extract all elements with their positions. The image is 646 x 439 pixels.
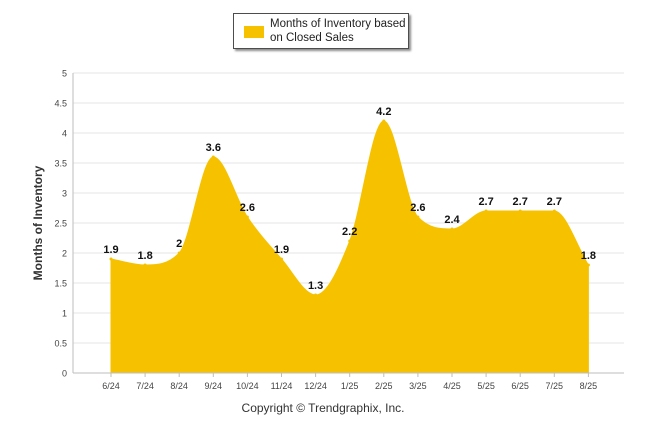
y-tick-label: 1.5: [54, 279, 67, 289]
area-fill: [110, 120, 589, 374]
legend-label: Months of Inventory based on Closed Sale…: [270, 18, 406, 44]
x-tick-label: 6/25: [511, 381, 529, 391]
x-tick-label: 10/24: [236, 381, 259, 391]
data-point: [245, 215, 249, 219]
data-point: [348, 239, 352, 243]
data-point: [586, 263, 590, 267]
x-tick-label: 9/24: [205, 381, 223, 391]
axes: 0 0.5 1 1.5 2 2.5 3 3.5 4 4.5 5 6/24 7/24 8/24 9/24 10/…: [54, 69, 624, 391]
data-point: [484, 209, 488, 213]
y-tick-label: 0: [62, 369, 67, 379]
data-point: [109, 257, 113, 261]
legend: Months of Inventory based on Closed Sale…: [233, 13, 409, 49]
data-point: [143, 263, 147, 267]
x-tick-label: 11/24: [271, 381, 293, 391]
data-label: 2.4: [444, 214, 460, 226]
copyright-text: Copyright © Trendgraphix, Inc.: [241, 401, 405, 415]
x-tick-label: 7/24: [136, 381, 154, 391]
data-point: [177, 251, 181, 255]
data-label: 1.8: [581, 250, 596, 262]
x-tick-label: 3/25: [409, 381, 427, 391]
data-label: 2.6: [240, 202, 255, 214]
data-label: 3.6: [206, 142, 221, 154]
data-point: [211, 155, 215, 159]
data-point: [518, 209, 522, 213]
data-point: [552, 209, 556, 213]
data-label: 2.7: [513, 196, 528, 208]
data-label: 1.8: [137, 250, 152, 262]
data-label: 2.7: [547, 196, 562, 208]
data-label: 1.9: [274, 244, 289, 256]
y-tick-label: 3.5: [54, 159, 67, 169]
data-point: [416, 215, 420, 219]
y-tick-label: 4: [62, 129, 67, 139]
data-label: 4.2: [376, 106, 391, 118]
data-point: [382, 119, 386, 123]
data-label: 2.2: [342, 226, 357, 238]
y-tick-label: 4.5: [54, 99, 67, 109]
data-label: 2.6: [410, 202, 425, 214]
data-point: [314, 293, 318, 297]
x-tick-label: 2/25: [375, 381, 393, 391]
x-tick-label: 8/25: [580, 381, 598, 391]
data-point: [450, 227, 454, 231]
data-label: 2: [176, 238, 182, 250]
x-tick-label: 1/25: [341, 381, 359, 391]
y-tick-label: 5: [62, 69, 67, 79]
x-tick-label: 8/24: [170, 381, 188, 391]
x-tick-label: 4/25: [443, 381, 461, 391]
y-tick-label: 0.5: [54, 339, 67, 349]
x-tick-label: 6/24: [102, 381, 120, 391]
y-tick-label: 2.5: [54, 219, 67, 229]
data-label: 1.9: [103, 244, 118, 256]
x-tick-label: 7/25: [546, 381, 564, 391]
data-labels: 1.9 1.8 2 3.6 2.6 1.9 1.3 2.2 4.2 2.6 2.4 2.7 2.7 2.7…: [103, 106, 596, 292]
data-label: 2.7: [478, 196, 493, 208]
data-label: 1.3: [308, 280, 323, 292]
x-tick-label: 5/25: [477, 381, 495, 391]
data-point: [280, 257, 283, 261]
legend-swatch: [244, 26, 264, 38]
y-tick-label: 1: [62, 309, 67, 319]
area-series: [109, 119, 590, 374]
y-tick-label: 2: [62, 249, 67, 259]
y-axis-title: Months of Inventory: [31, 165, 45, 280]
y-tick-label: 3: [62, 189, 67, 199]
x-tick-label: 12/24: [304, 381, 327, 391]
